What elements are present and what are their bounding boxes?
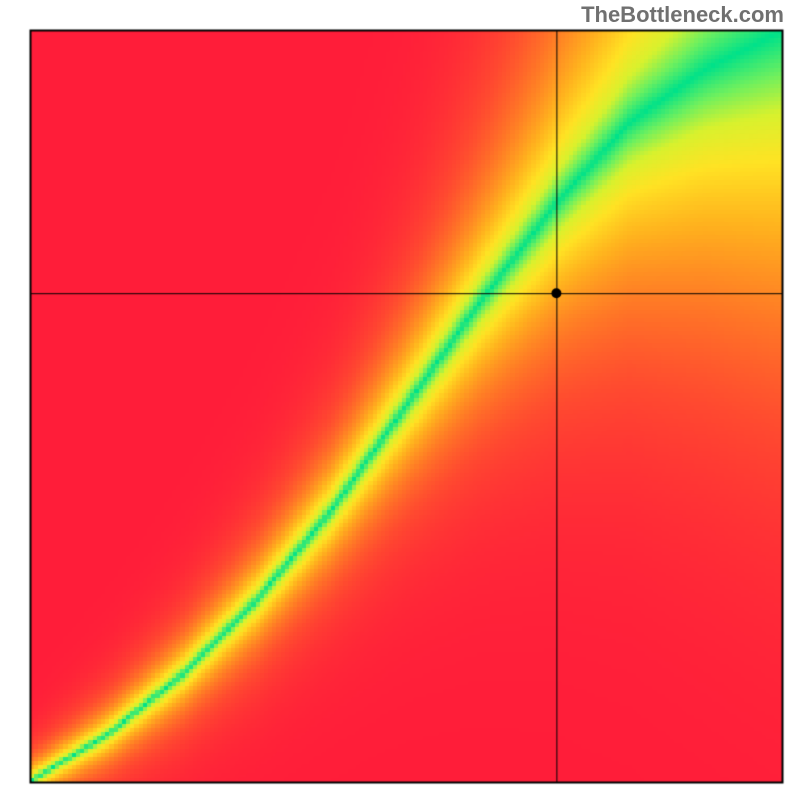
- chart-container: TheBottleneck.com: [0, 0, 800, 800]
- watermark-text: TheBottleneck.com: [581, 2, 784, 28]
- bottleneck-heatmap: [0, 0, 800, 800]
